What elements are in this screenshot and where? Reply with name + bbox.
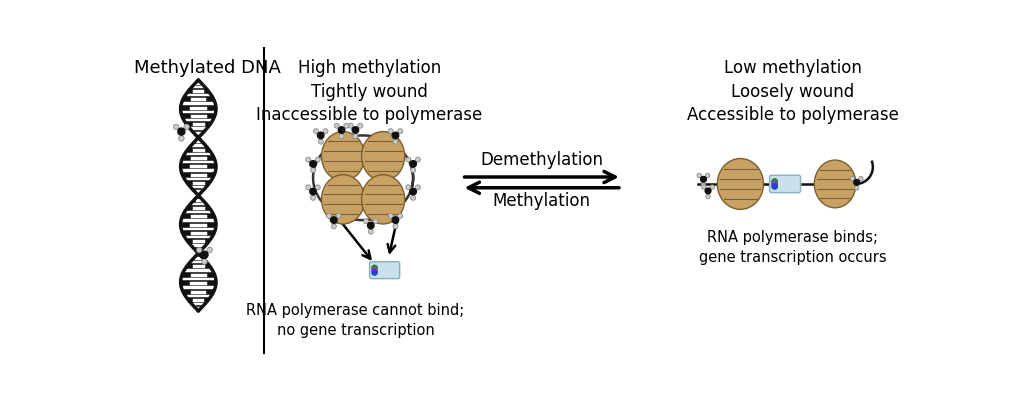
Circle shape — [368, 222, 374, 229]
Circle shape — [410, 189, 417, 195]
Circle shape — [388, 213, 393, 218]
Circle shape — [369, 229, 374, 234]
Circle shape — [701, 185, 706, 189]
Circle shape — [331, 217, 337, 224]
Circle shape — [306, 185, 310, 190]
Circle shape — [392, 132, 398, 139]
Circle shape — [392, 217, 398, 224]
Circle shape — [859, 176, 863, 181]
Circle shape — [310, 168, 315, 173]
Circle shape — [173, 124, 179, 129]
Circle shape — [397, 129, 402, 134]
Circle shape — [393, 139, 398, 144]
Circle shape — [706, 188, 711, 194]
Circle shape — [393, 224, 398, 229]
Circle shape — [315, 157, 321, 162]
Circle shape — [315, 185, 321, 190]
Text: Low methylation
Loosely wound
Accessible to polymerase: Low methylation Loosely wound Accessible… — [687, 59, 899, 124]
Circle shape — [318, 139, 324, 144]
Text: RNA polymerase binds;
gene transcription occurs: RNA polymerase binds; gene transcription… — [699, 230, 887, 265]
Circle shape — [364, 219, 369, 224]
Circle shape — [336, 213, 341, 218]
Circle shape — [332, 224, 336, 229]
Circle shape — [373, 219, 378, 224]
Ellipse shape — [322, 131, 365, 181]
Circle shape — [207, 247, 212, 253]
Ellipse shape — [717, 158, 764, 209]
Circle shape — [772, 179, 777, 184]
Circle shape — [313, 129, 318, 134]
Circle shape — [306, 157, 310, 162]
Circle shape — [310, 195, 315, 200]
Circle shape — [772, 181, 777, 187]
Circle shape — [334, 123, 339, 128]
FancyBboxPatch shape — [370, 262, 399, 279]
Circle shape — [850, 176, 855, 181]
Circle shape — [197, 247, 202, 253]
Circle shape — [327, 213, 332, 218]
Ellipse shape — [361, 131, 404, 181]
Circle shape — [411, 195, 416, 200]
Circle shape — [406, 157, 411, 162]
Circle shape — [178, 136, 184, 141]
Circle shape — [411, 168, 416, 173]
Circle shape — [339, 134, 344, 139]
Text: Methylation: Methylation — [493, 193, 591, 210]
Circle shape — [178, 128, 185, 135]
Circle shape — [700, 176, 707, 182]
FancyBboxPatch shape — [770, 175, 801, 193]
Ellipse shape — [361, 175, 404, 224]
Circle shape — [310, 161, 316, 167]
Circle shape — [416, 185, 421, 190]
Circle shape — [697, 173, 701, 178]
Circle shape — [372, 268, 377, 273]
Circle shape — [357, 123, 362, 128]
Circle shape — [323, 129, 328, 134]
Circle shape — [388, 129, 393, 134]
Circle shape — [710, 185, 715, 189]
Circle shape — [317, 132, 324, 139]
Circle shape — [310, 189, 316, 195]
Text: RNA polymerase cannot bind;
no gene transcription: RNA polymerase cannot bind; no gene tran… — [247, 303, 465, 338]
Circle shape — [397, 213, 402, 218]
Circle shape — [353, 134, 357, 139]
Circle shape — [410, 161, 417, 167]
Circle shape — [706, 173, 710, 178]
Circle shape — [201, 251, 208, 258]
Circle shape — [406, 185, 411, 190]
Circle shape — [372, 265, 377, 270]
Text: Demethylation: Demethylation — [480, 151, 603, 169]
Circle shape — [202, 259, 207, 264]
Circle shape — [348, 123, 353, 128]
Circle shape — [352, 127, 358, 133]
Circle shape — [184, 124, 189, 129]
Text: Methylated DNA: Methylated DNA — [134, 59, 281, 77]
Text: High methylation
Tightly wound
Inaccessible to polymerase: High methylation Tightly wound Inaccessi… — [256, 59, 482, 124]
Circle shape — [772, 184, 777, 189]
Circle shape — [338, 127, 345, 133]
Circle shape — [372, 270, 377, 275]
Circle shape — [706, 194, 711, 198]
Circle shape — [701, 183, 706, 187]
Circle shape — [344, 123, 349, 128]
Ellipse shape — [322, 175, 365, 224]
Circle shape — [854, 179, 859, 185]
Circle shape — [416, 157, 421, 162]
Ellipse shape — [814, 160, 856, 208]
Circle shape — [854, 186, 859, 190]
